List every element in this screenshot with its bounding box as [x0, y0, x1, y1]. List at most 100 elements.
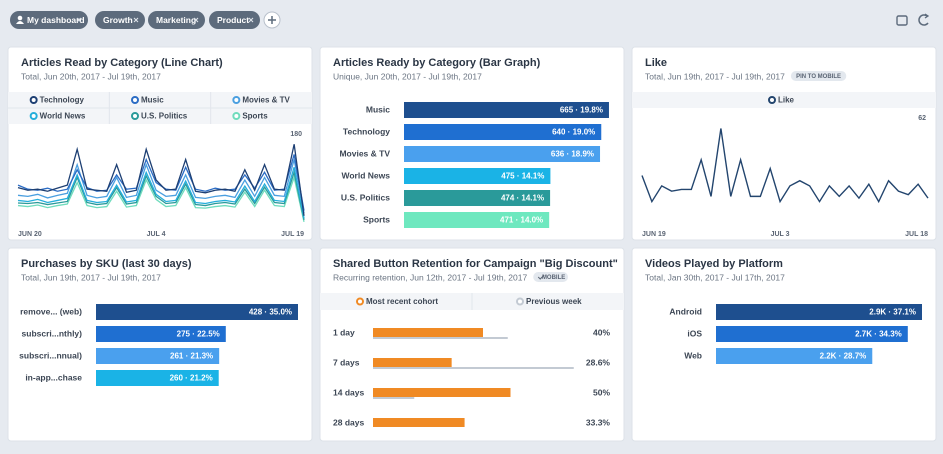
x-tick-label: JUN 20 — [18, 231, 42, 238]
legend-dot — [232, 96, 241, 104]
category-label: U.S. Politics — [341, 192, 390, 202]
value-label: 474 · 14.1% — [501, 194, 544, 203]
panel-title: Articles Ready by Category (Bar Graph) — [333, 57, 541, 69]
category-label: 7 days — [333, 357, 360, 367]
value-label: 640 · 19.0% — [552, 128, 595, 137]
value-label: 261 · 21.3% — [170, 352, 213, 361]
category-label: remove... (web) — [20, 306, 82, 316]
category-label: 28 days — [333, 417, 364, 427]
check-icon — [537, 274, 545, 280]
category-label: in-app...chase — [25, 372, 82, 382]
legend-label: Like — [778, 96, 795, 105]
bar — [716, 326, 908, 342]
line-series — [17, 159, 305, 214]
legend-label: World News — [40, 112, 86, 121]
value-label: 428 · 35.0% — [249, 308, 292, 317]
top-icons — [263, 11, 930, 29]
bar — [96, 304, 298, 320]
tab-label[interactable]: Marketing — [156, 15, 196, 25]
tab-close[interactable] — [76, 17, 82, 23]
legend-dot — [131, 96, 139, 104]
panel-subtitle: Unique, Jun 20th, 2017 - Jul 19th, 2017 — [333, 71, 482, 81]
bar — [404, 146, 601, 162]
comment-icon[interactable] — [896, 15, 908, 26]
tab-close[interactable] — [248, 17, 254, 23]
bar — [96, 326, 226, 342]
panel-title: Articles Read by Category (Line Chart) — [21, 57, 223, 69]
panel-title: Videos Played by Platform — [645, 258, 783, 270]
value-label: 50% — [593, 387, 610, 397]
legend-label: Movies & TV — [242, 96, 290, 105]
value-label: 475 · 14.1% — [501, 172, 544, 181]
tab[interactable] — [209, 11, 260, 29]
panel-title: Like — [645, 57, 667, 69]
category-label: subscri...nthly) — [22, 328, 83, 338]
value-label: 33.3% — [586, 417, 611, 427]
badge — [533, 272, 569, 282]
legend-label: Most recent cohort — [366, 297, 438, 306]
legend-dot — [516, 297, 524, 306]
refresh-icon[interactable] — [918, 14, 929, 26]
line-series — [17, 167, 305, 219]
legend-label: Technology — [40, 96, 85, 105]
legend-dot — [131, 112, 139, 120]
bar — [404, 124, 602, 140]
value-label: 665 · 19.8% — [560, 106, 603, 115]
line-series — [641, 128, 929, 204]
x-tick-label: JUL 3 — [771, 231, 790, 238]
tab-close[interactable] — [193, 17, 199, 23]
previous-bar — [373, 337, 508, 339]
tab[interactable] — [95, 11, 145, 29]
value-label: 275 · 22.5% — [177, 330, 220, 339]
panel-subtitle: Total, Jun 19th, 2017 - Jul 19th, 2017 — [645, 71, 785, 81]
tab-close[interactable] — [133, 17, 139, 23]
category-label: Android — [669, 306, 702, 316]
previous-bar — [373, 397, 415, 399]
category-label: Technology — [343, 126, 390, 136]
category-label: subscri...nnual) — [19, 350, 82, 360]
category-label: Music — [366, 104, 390, 114]
bar — [373, 418, 465, 427]
category-label: World News — [342, 170, 391, 180]
bar — [96, 370, 219, 386]
x-tick-label: JUL 4 — [147, 231, 166, 238]
previous-bar — [373, 367, 574, 369]
legend-label: Previous week — [526, 297, 582, 306]
line-series — [17, 175, 305, 223]
value-label: 28.6% — [586, 357, 611, 367]
panel-subtitle: Total, Jan 30th, 2017 - Jul 17th, 2017 — [645, 272, 785, 282]
legend-label: U.S. Politics — [141, 112, 188, 121]
line-series — [17, 169, 305, 220]
user-icon — [17, 15, 23, 21]
panel — [7, 247, 313, 442]
panel-subtitle: Total, Jun 19th, 2017 - Jul 19th, 2017 — [21, 272, 161, 282]
panel — [631, 247, 937, 442]
tab-label[interactable]: My dashboard — [27, 15, 85, 25]
panel-title: Shared Button Retention for Campaign "Bi… — [333, 258, 618, 270]
badge-label: PIN TO MOBILE — [796, 74, 841, 80]
value-label: 2.2K · 28.7% — [820, 352, 867, 361]
legend-band — [632, 92, 936, 108]
panel-subtitle: Total, Jun 20th, 2017 - Jul 19th, 2017 — [21, 71, 161, 81]
tab[interactable] — [148, 11, 205, 29]
legend-dot — [29, 112, 38, 120]
value-label: 471 · 14.0% — [500, 216, 543, 225]
legend-label: Music — [141, 96, 164, 105]
badge — [790, 71, 847, 81]
bar — [716, 348, 873, 364]
tab[interactable] — [10, 11, 88, 29]
tab-label[interactable]: Growth — [103, 15, 133, 25]
badge-label: MOBILE — [542, 275, 565, 281]
panel-subtitle: Recurring retention, Jun 12th, 2017 - Ju… — [333, 272, 527, 282]
plus-icon — [268, 16, 276, 24]
category-label: Web — [684, 350, 702, 360]
tab-label[interactable]: Product — [217, 15, 249, 25]
bar — [404, 212, 550, 228]
bar — [373, 358, 452, 367]
x-tick-label: JUL 19 — [281, 231, 304, 238]
user-icon — [16, 21, 24, 24]
category-label: Sports — [363, 214, 390, 224]
bar — [716, 304, 922, 320]
line-series — [17, 144, 305, 216]
y-tick-label: 180 — [290, 131, 302, 138]
